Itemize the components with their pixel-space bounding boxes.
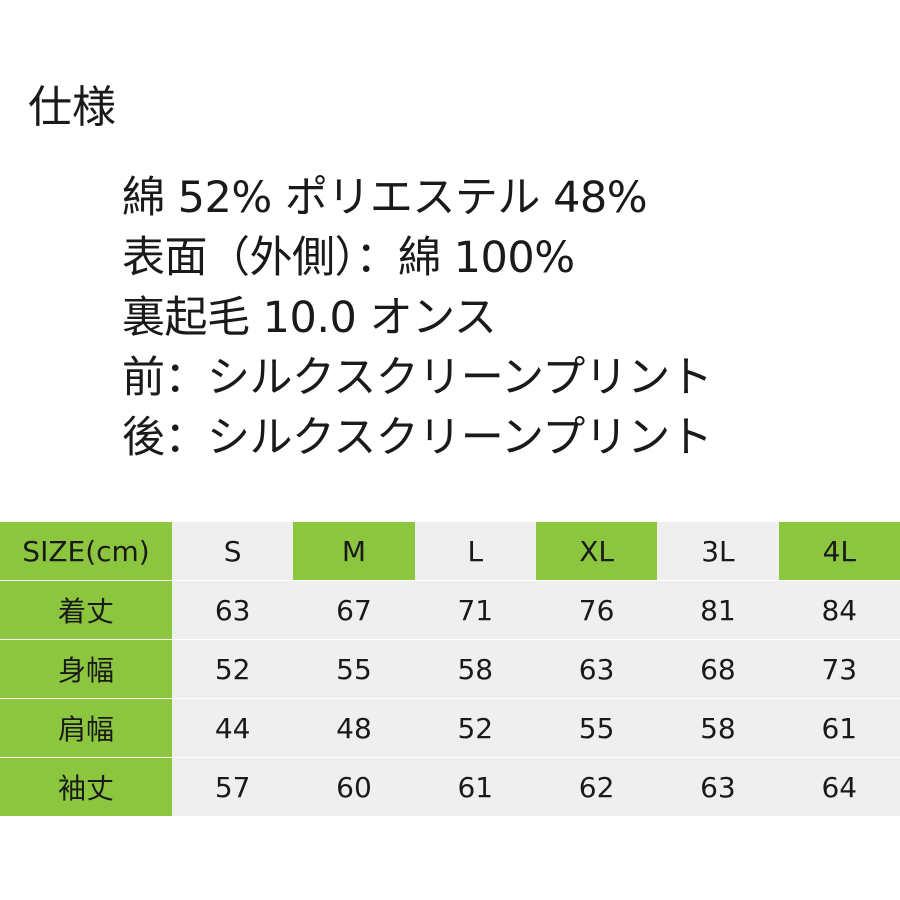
row-label: 身幅 [0, 639, 173, 699]
size-header-cell: L [414, 521, 536, 581]
spec-back-print: 後：シルクスクリーンプリント [122, 413, 713, 463]
table-cell: 63 [172, 580, 294, 640]
table-cell: 61 [778, 698, 900, 758]
section-title: 仕様 [28, 82, 116, 133]
size-header-label: SIZE(cm) [0, 521, 173, 581]
size-header-cell: S [172, 521, 294, 581]
table-cell: 60 [293, 757, 415, 817]
row-label: 袖丈 [0, 757, 173, 817]
table-cell: 57 [172, 757, 294, 817]
table-cell: 58 [657, 698, 779, 758]
size-header-cell: XL [535, 521, 658, 581]
table-cell: 48 [293, 698, 415, 758]
table-cell: 76 [535, 580, 658, 640]
table-cell: 81 [657, 580, 779, 640]
spec-list: 綿 52% ポリエステル 48% 表面（外側）：綿 100% 裏起毛 10.0 … [122, 168, 713, 468]
table-cell: 64 [778, 757, 900, 817]
size-header-row: SIZE(cm) S M L XL 3L 4L [0, 521, 900, 581]
table-cell: 61 [414, 757, 536, 817]
spec-fleece: 裏起毛 10.0 オンス [122, 293, 497, 343]
table-cell: 71 [414, 580, 536, 640]
spec-surface: 表面（外側）：綿 100% [122, 233, 575, 283]
table-row: 身幅 52 55 58 63 68 73 [0, 639, 900, 699]
table-row: 袖丈 57 60 61 62 63 64 [0, 757, 900, 817]
row-label: 着丈 [0, 580, 173, 640]
table-cell: 84 [778, 580, 900, 640]
table-cell: 68 [657, 639, 779, 699]
table-cell: 63 [535, 639, 658, 699]
table-cell: 63 [657, 757, 779, 817]
table-cell: 73 [778, 639, 900, 699]
spec-material: 綿 52% ポリエステル 48% [122, 173, 648, 223]
table-cell: 67 [293, 580, 415, 640]
size-header-cell: 3L [657, 521, 779, 581]
table-cell: 52 [172, 639, 294, 699]
table-cell: 55 [293, 639, 415, 699]
size-header-cell: 4L [778, 521, 900, 581]
table-cell: 62 [535, 757, 658, 817]
spec-front-print: 前：シルクスクリーンプリント [122, 353, 713, 403]
table-cell: 44 [172, 698, 294, 758]
table-row: 肩幅 44 48 52 55 58 61 [0, 698, 900, 758]
row-label: 肩幅 [0, 698, 173, 758]
size-header-cell: M [293, 521, 415, 581]
table-cell: 58 [414, 639, 536, 699]
table-cell: 55 [535, 698, 658, 758]
table-cell: 52 [414, 698, 536, 758]
table-row: 着丈 63 67 71 76 81 84 [0, 580, 900, 640]
size-chart-table: SIZE(cm) S M L XL 3L 4L 着丈 63 67 71 76 8… [0, 521, 900, 817]
